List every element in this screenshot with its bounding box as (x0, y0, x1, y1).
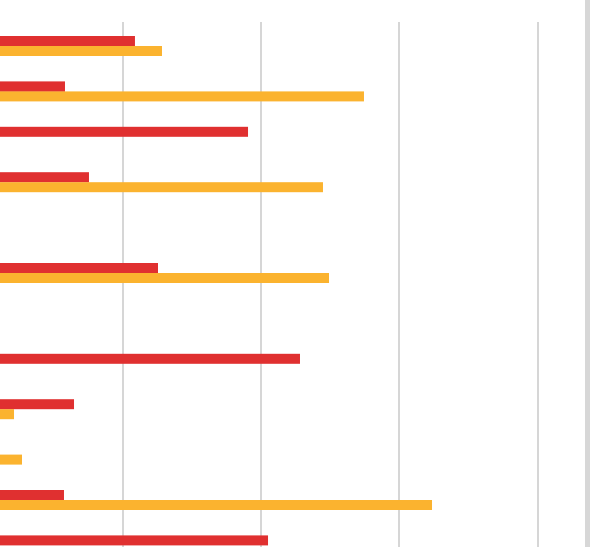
bar-series-1-row-2 (0, 81, 65, 92)
bar-series-1-row-3 (0, 126, 249, 137)
bar-series-1-row-11 (0, 490, 64, 500)
bars (0, 36, 433, 546)
bar-series-2-row-10 (0, 454, 22, 465)
bar-series-1-row-6 (0, 263, 159, 273)
bar-series-2-row-2 (0, 91, 364, 102)
bar-series-1-row-8 (0, 353, 300, 364)
bar-series-1-row-9 (0, 399, 75, 410)
gridlines (122, 22, 539, 547)
bar-series-1-row-1 (0, 36, 135, 46)
bar-series-2-row-9 (0, 409, 15, 420)
bar-series-2-row-6 (0, 273, 330, 283)
bar-series-2-row-4 (0, 182, 323, 193)
bar-series-2-row-1 (0, 46, 162, 56)
bar-series-1-row-12 (0, 535, 269, 546)
plot-edge-divider (585, 0, 590, 547)
bar-series-1-row-4 (0, 172, 89, 183)
bar-series-2-row-11 (0, 500, 433, 510)
